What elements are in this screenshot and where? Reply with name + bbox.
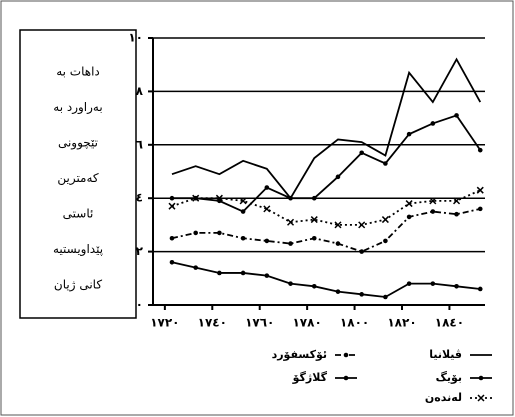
marker (383, 238, 388, 244)
marker (429, 197, 437, 205)
marker (240, 235, 246, 241)
side-text: تێچوونی (58, 136, 98, 151)
marker (381, 216, 389, 224)
marker (335, 241, 341, 246)
x-tick-label: ١٧٨٠ (292, 316, 321, 330)
side-box (19, 29, 137, 319)
y-tick-label: ٦ (136, 137, 143, 151)
marker (217, 270, 222, 276)
marker (311, 284, 317, 289)
side-text: بەراورد به (53, 100, 102, 115)
series-line (171, 261, 481, 298)
marker (287, 218, 295, 226)
x-tick-label: ١٧٢٠ (150, 316, 179, 330)
marker (477, 147, 483, 153)
marker (288, 241, 293, 246)
legend-marker (343, 352, 349, 358)
marker (193, 265, 198, 270)
legend-label: بۆیگ (436, 370, 462, 384)
series-line (171, 189, 481, 226)
legend-marker (478, 375, 484, 381)
legend-label: گلاژگۆ (292, 371, 328, 384)
y-tick-label: ٢ (136, 244, 144, 258)
marker (192, 194, 200, 202)
side-text: کانی ژیان (54, 278, 102, 293)
marker (264, 185, 270, 190)
marker (359, 249, 364, 254)
legend-marker (343, 375, 349, 381)
marker (193, 230, 198, 236)
marker (335, 174, 341, 180)
series-line (171, 208, 481, 253)
side-text: کەمترین (57, 171, 99, 186)
marker (169, 235, 175, 241)
marker (359, 150, 364, 156)
marker (454, 211, 459, 217)
side-text: ئاستی (63, 207, 94, 221)
marker (406, 214, 412, 220)
marker (311, 235, 317, 241)
marker (263, 205, 271, 213)
marker (334, 221, 342, 229)
marker (430, 281, 436, 286)
marker (477, 286, 483, 292)
marker (454, 113, 459, 118)
marker (215, 194, 223, 202)
x-tick-label: ١٨٠٠ (340, 316, 369, 330)
marker (405, 200, 413, 208)
marker (240, 270, 246, 276)
y-tick-label: ٨ (136, 84, 144, 98)
marker (430, 209, 436, 214)
marker (406, 131, 412, 137)
y-tick-label: ١٠ (128, 31, 143, 45)
marker (406, 281, 412, 286)
marker (168, 202, 176, 210)
side-text: داهات به (56, 65, 100, 79)
series-line (171, 114, 482, 213)
marker (169, 259, 175, 265)
marker (476, 186, 484, 194)
x-tick-label: ١٧٦٠ (245, 316, 274, 330)
legend-label: ئۆکسفۆرد (272, 348, 327, 361)
marker (239, 197, 247, 205)
marker (264, 238, 270, 244)
marker (310, 216, 318, 224)
marker (288, 195, 293, 201)
legend-marker (477, 394, 485, 402)
marker (453, 197, 461, 205)
x-tick-label: ١٨٤٠ (435, 316, 464, 330)
marker (169, 195, 175, 201)
marker (477, 206, 483, 212)
y-tick-label: ٤ (136, 191, 143, 205)
marker (430, 121, 436, 126)
marker (383, 161, 388, 166)
marker (311, 195, 317, 201)
legend-label: ڤیلانیا (429, 348, 462, 361)
marker (358, 221, 366, 229)
marker (383, 294, 388, 300)
marker (454, 284, 459, 289)
marker (288, 281, 293, 286)
series-line (171, 57, 482, 200)
marker (335, 289, 341, 294)
x-tick-label: ١٨٢٠ (387, 316, 416, 330)
marker (240, 209, 246, 214)
side-text: پێداویستیە (53, 242, 103, 257)
x-tick-label: ١٧٤٠ (198, 316, 227, 330)
legend-label: لەندەن (425, 391, 462, 404)
marker (217, 230, 222, 236)
y-tick-label: ٠ (136, 298, 143, 312)
marker (264, 273, 270, 278)
marker (359, 292, 364, 297)
